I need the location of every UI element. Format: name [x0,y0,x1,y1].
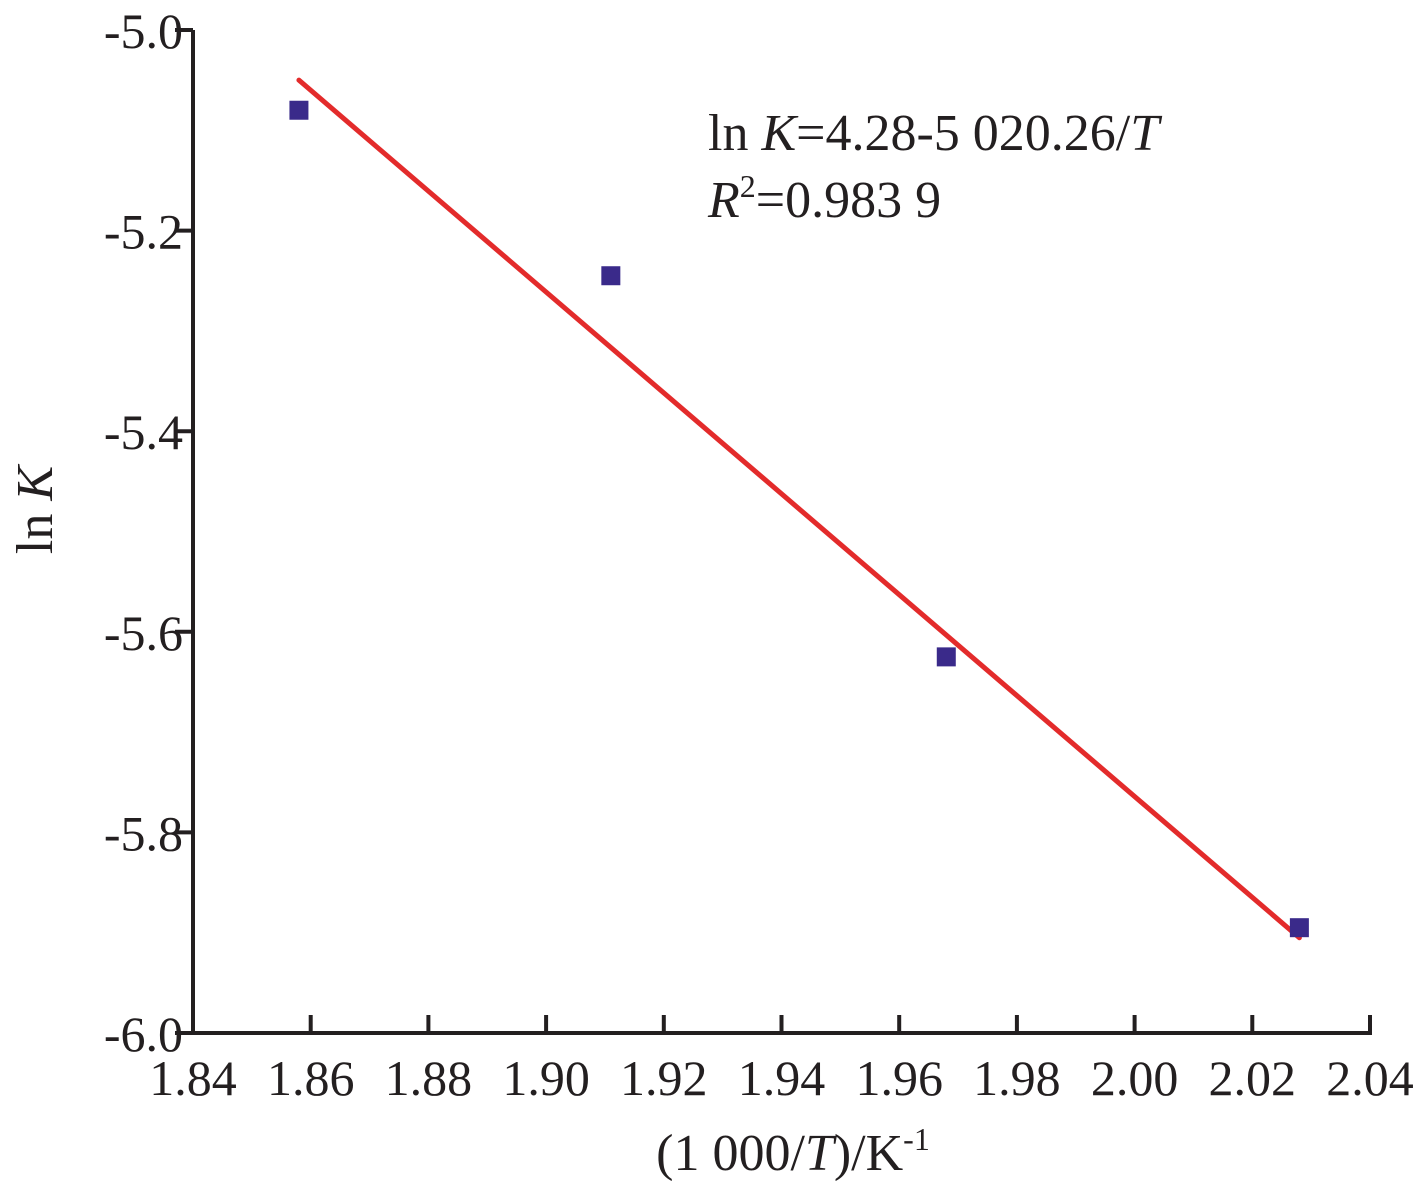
y-tick-label: -5.6 [104,605,183,661]
equation-annotation: ln K=4.28-5 020.26/T [708,105,1162,162]
y-tick-label: -5.0 [104,3,183,59]
data-point [936,647,956,667]
fit-line [296,77,1302,941]
x-axis-title: (1 000/T)/K-1 [656,1121,930,1181]
x-tick-label: 1.84 [149,1050,237,1106]
y-axis-title: ln K [7,464,64,554]
x-tick-label: 1.98 [973,1050,1061,1106]
x-tick-label: 2.02 [1209,1050,1297,1106]
data-point [289,100,309,120]
y-tick-label: -5.8 [104,805,183,861]
x-tick-label: 1.88 [385,1050,473,1106]
x-tick-label: 1.94 [738,1050,826,1106]
x-tick-label: 1.90 [502,1050,590,1106]
r-squared-annotation: R2=0.983 9 [707,168,941,229]
x-tick-label: 2.00 [1091,1050,1179,1106]
x-tick-label: 1.96 [855,1050,943,1106]
data-point [1289,918,1309,938]
y-tick-label: -6.0 [104,1006,183,1062]
x-tick-label: 1.86 [267,1050,355,1106]
y-tick-label: -5.2 [104,204,183,260]
x-tick-label: 2.04 [1326,1050,1414,1106]
y-tick-label: -5.4 [104,404,183,460]
data-point [601,266,621,286]
x-tick-label: 1.92 [620,1050,708,1106]
